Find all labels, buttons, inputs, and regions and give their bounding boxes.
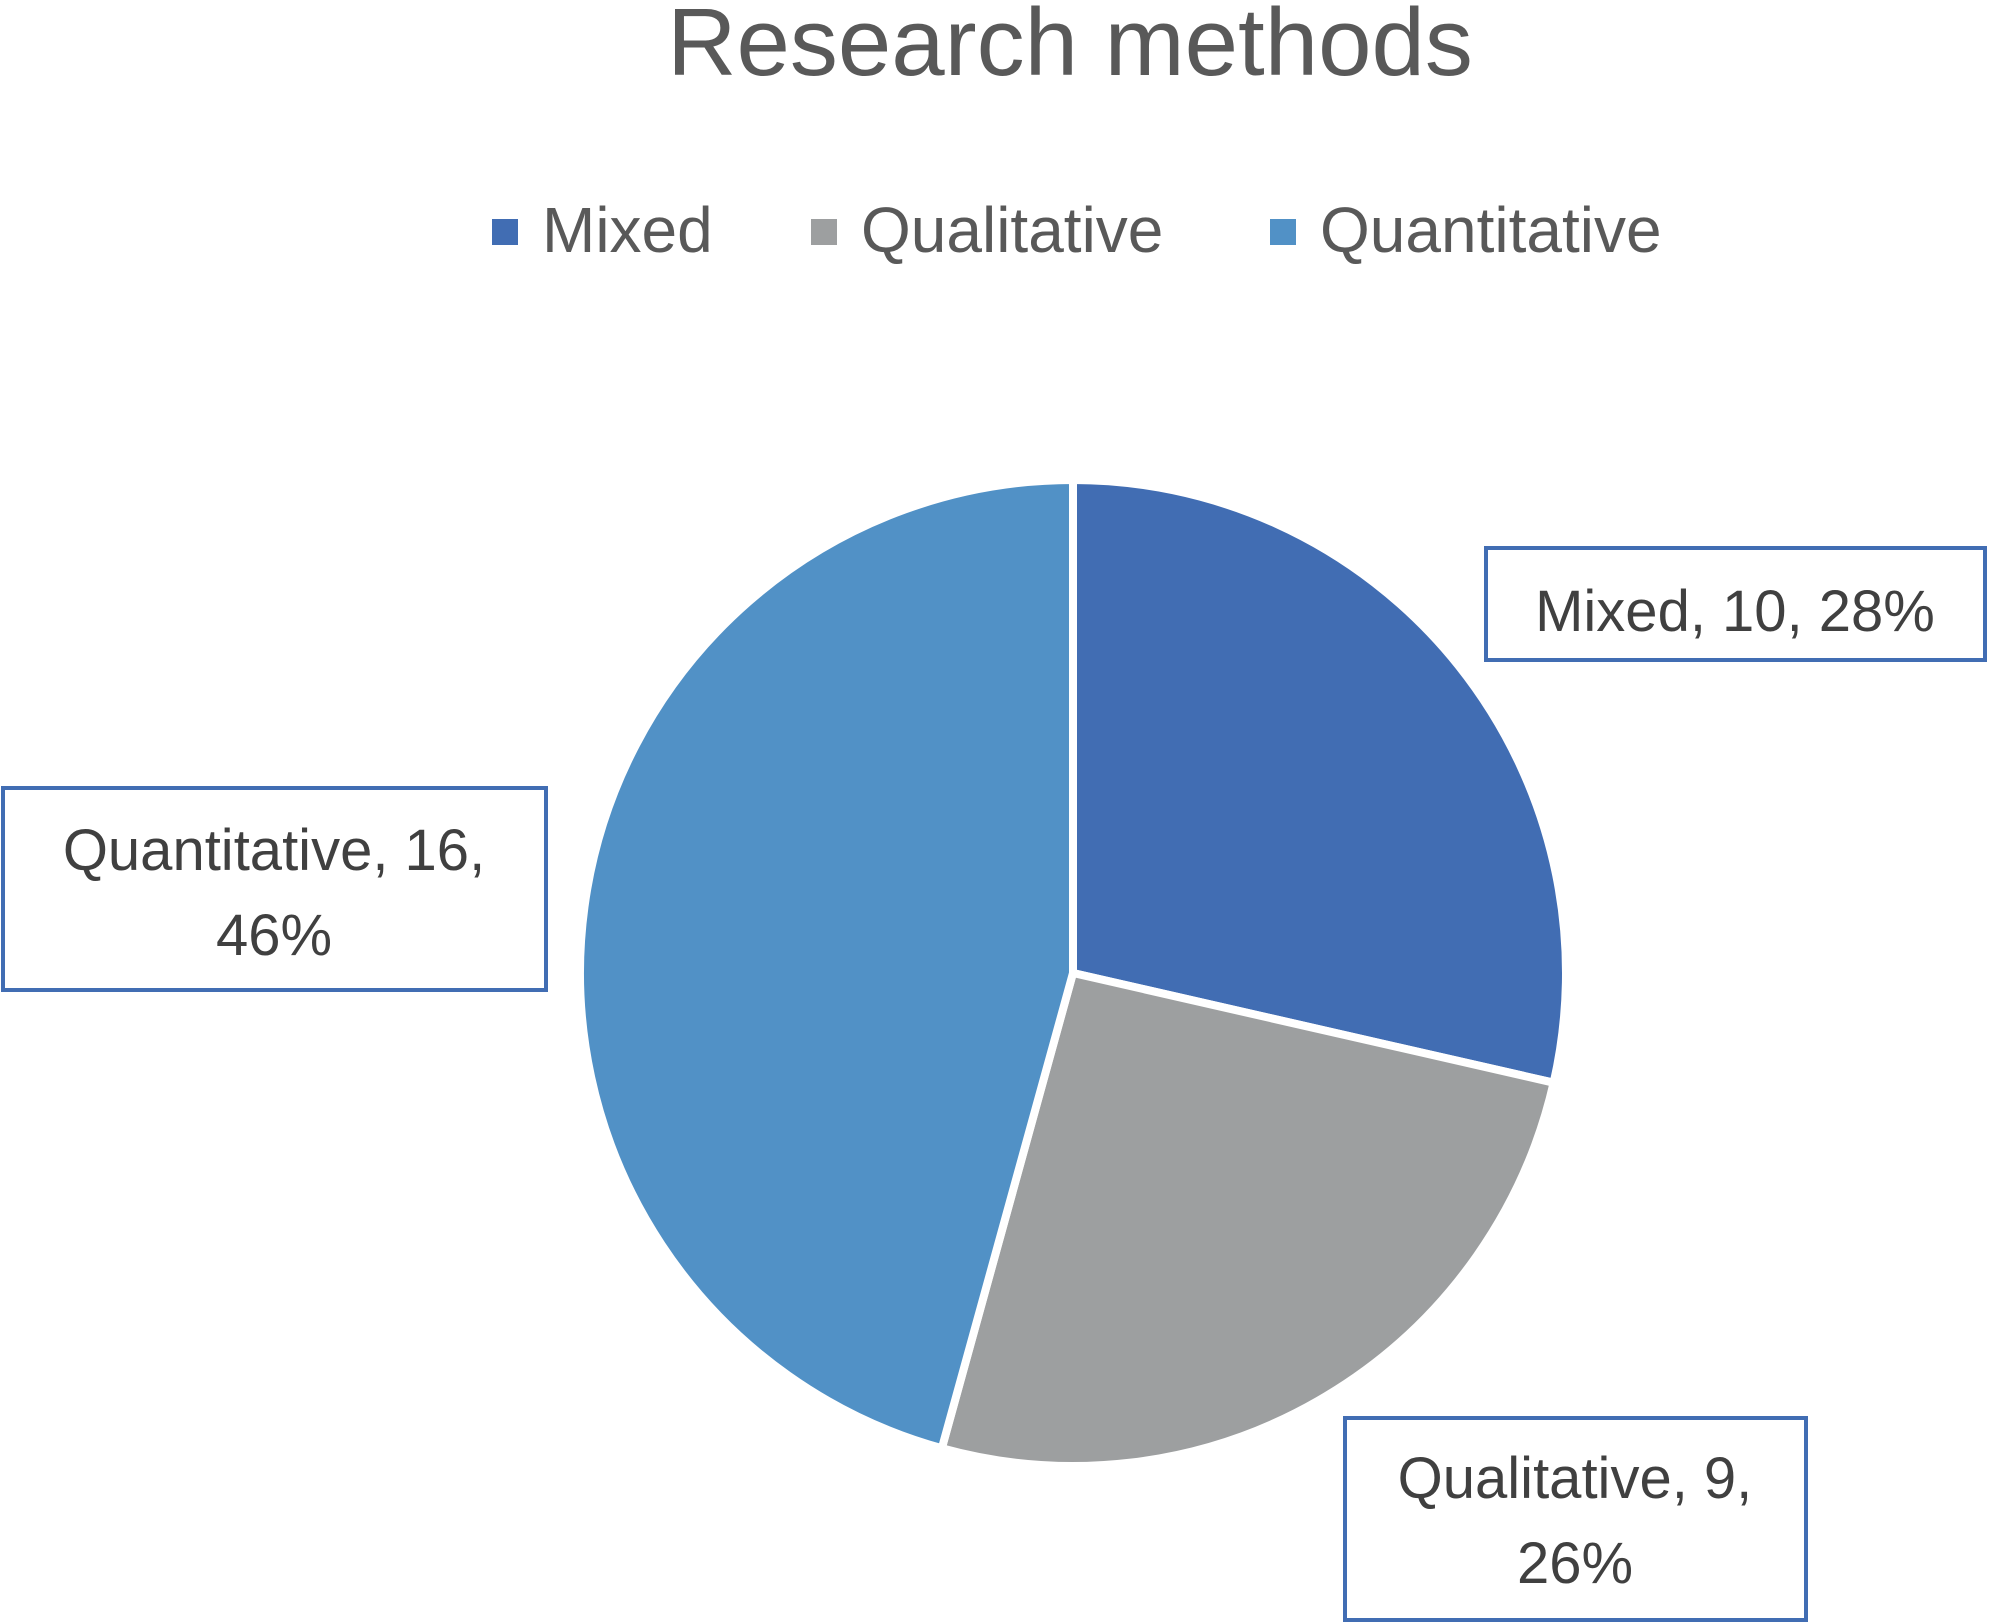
pie-slice-mixed [1069,476,1570,1087]
pie-slice-qualitative [937,969,1558,1470]
pie-slice-quantitative [576,476,1077,1453]
legend-label-qualitative: Qualitative [861,194,1163,266]
data-labels: Mixed, 10, 28% Qualitative, 9, 26% Quant… [1,546,1987,1622]
pie-slices [576,476,1570,1470]
data-label-mixed-line-1: Mixed, 10, 28% [1535,579,1935,644]
data-label-box-mixed [1484,546,1987,662]
data-label-qualitative-line-2: 26% [1517,1531,1633,1596]
data-label-box-quantitative [1,786,548,992]
legend-label-quantitative: Quantitative [1320,194,1662,266]
data-label-quantitative-line-2: 46% [216,903,332,968]
data-label-qualitative-line-1: Qualitative, 9, [1398,1446,1753,1511]
data-label-quantitative: Quantitative, 16, 46% [1,786,548,992]
data-label-quantitative-line-1: Quantitative, 16, [63,818,485,883]
data-label-mixed: Mixed, 10, 28% [1484,546,1987,662]
data-label-box-qualitative [1343,1416,1808,1622]
chart-title: Research methods [667,0,1473,96]
legend: Mixed Qualitative Quantitative [492,194,1662,266]
legend-swatch-qualitative [811,219,837,245]
legend-label-mixed: Mixed [542,194,713,266]
legend-swatch-mixed [492,219,518,245]
legend-swatch-quantitative [1270,219,1296,245]
data-label-qualitative: Qualitative, 9, 26% [1343,1416,1808,1622]
